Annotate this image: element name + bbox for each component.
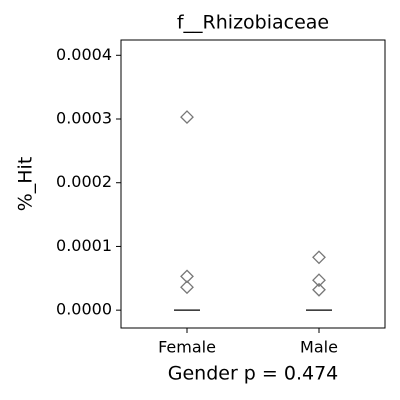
y-axis-label: %_Hit bbox=[15, 157, 37, 212]
y-tick-label: 0.0000 bbox=[56, 300, 112, 319]
chart-title: f__Rhizobiaceae bbox=[177, 12, 329, 34]
x-tick-label: Male bbox=[300, 338, 338, 357]
y-tick-label: 0.0002 bbox=[56, 172, 112, 191]
data-point bbox=[312, 250, 326, 265]
x-tick-label: Female bbox=[158, 338, 216, 357]
data-point bbox=[312, 273, 326, 288]
y-tick-label: 0.0004 bbox=[56, 45, 112, 64]
y-tick-label: 0.0001 bbox=[56, 236, 112, 255]
plot-frame bbox=[120, 39, 386, 329]
y-tick-label: 0.0003 bbox=[56, 109, 112, 128]
data-point bbox=[180, 280, 194, 295]
x-axis-label: Gender p = 0.474 bbox=[168, 363, 339, 385]
data-point bbox=[180, 269, 194, 284]
data-point bbox=[180, 110, 194, 125]
data-point bbox=[312, 282, 326, 297]
